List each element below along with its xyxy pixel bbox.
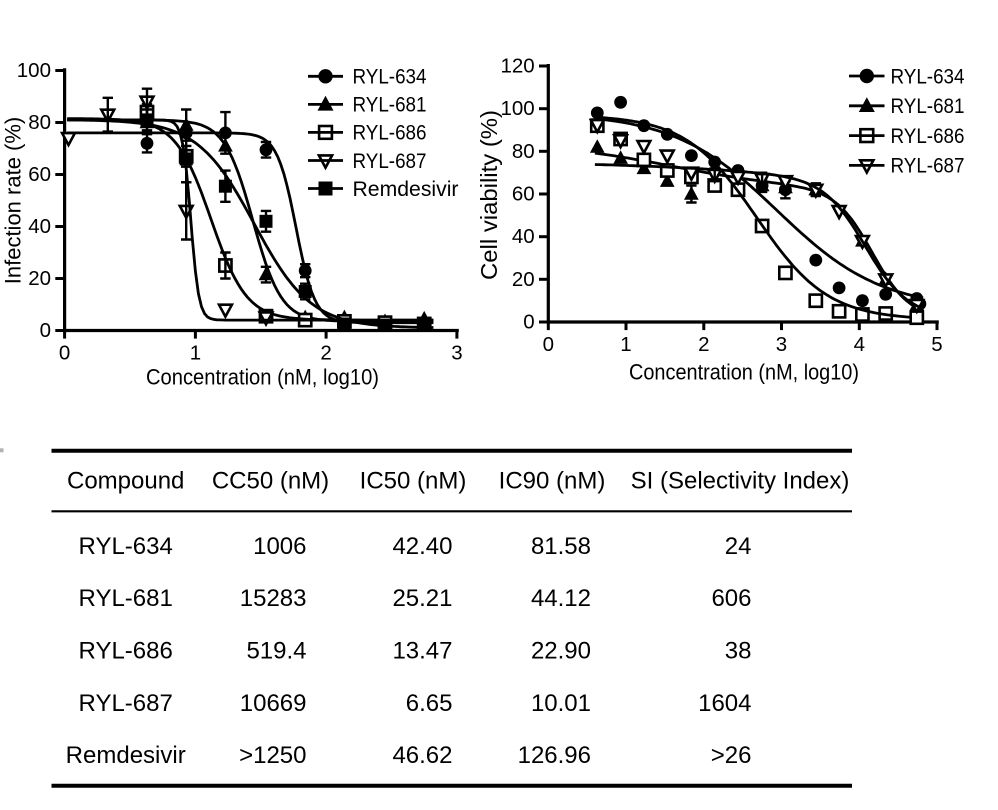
svg-text:4: 4 — [854, 333, 865, 356]
svg-text:IC90 (nM): IC90 (nM) — [499, 467, 606, 494]
svg-text:0: 0 — [40, 319, 51, 342]
svg-text:10669: 10669 — [240, 690, 307, 717]
svg-text:RYL-686: RYL-686 — [353, 122, 427, 145]
svg-text:RYL-687: RYL-687 — [353, 150, 427, 173]
svg-text:2: 2 — [698, 333, 709, 356]
svg-text:Infection rate (%): Infection rate (%) — [1, 117, 26, 285]
svg-text:Remdesivir: Remdesivir — [66, 742, 186, 769]
svg-text:80: 80 — [28, 111, 51, 134]
svg-text:126.96: 126.96 — [518, 742, 591, 769]
svg-text:Concentration (nM, log10): Concentration (nM, log10) — [629, 360, 859, 385]
svg-text:25.21: 25.21 — [392, 585, 452, 612]
svg-text:13.47: 13.47 — [392, 638, 452, 665]
svg-text:3: 3 — [451, 342, 462, 365]
svg-text:IC50 (nM): IC50 (nM) — [360, 467, 467, 494]
svg-text:42.40: 42.40 — [392, 533, 452, 560]
svg-text:Remdesivir: Remdesivir — [353, 178, 459, 201]
svg-text:RYL-686: RYL-686 — [79, 638, 173, 665]
svg-text:RYL-634: RYL-634 — [353, 66, 427, 89]
svg-text:10.01: 10.01 — [531, 690, 591, 717]
svg-text:120: 120 — [500, 55, 534, 78]
svg-text:5: 5 — [931, 333, 942, 356]
svg-text:0: 0 — [59, 342, 70, 365]
svg-text:22.90: 22.90 — [531, 638, 591, 665]
svg-text:3: 3 — [776, 333, 787, 356]
svg-text:20: 20 — [512, 268, 535, 291]
svg-text:0: 0 — [543, 333, 554, 356]
svg-text:CC50 (nM): CC50 (nM) — [212, 467, 329, 494]
svg-text:1006: 1006 — [253, 533, 306, 560]
svg-text:606: 606 — [711, 585, 751, 612]
svg-text:RYL-634: RYL-634 — [79, 533, 173, 560]
svg-text:1: 1 — [190, 342, 201, 365]
svg-text:RYL-681: RYL-681 — [891, 95, 965, 118]
svg-text:RYL-686: RYL-686 — [891, 125, 965, 148]
svg-text:15283: 15283 — [240, 585, 307, 612]
svg-text:SI (Selectivity Index): SI (Selectivity Index) — [631, 467, 850, 494]
svg-text:0: 0 — [523, 311, 534, 334]
svg-text:>26: >26 — [711, 742, 752, 769]
svg-text:>1250: >1250 — [239, 742, 306, 769]
svg-text:46.62: 46.62 — [392, 742, 452, 769]
svg-text:40: 40 — [28, 215, 51, 238]
svg-text:RYL-681: RYL-681 — [353, 94, 427, 117]
svg-text:60: 60 — [512, 183, 535, 206]
svg-text:60: 60 — [28, 163, 51, 186]
svg-text:RYL-687: RYL-687 — [79, 690, 173, 717]
svg-text:81.58: 81.58 — [531, 533, 591, 560]
svg-text:100: 100 — [500, 97, 534, 120]
svg-text:2: 2 — [320, 342, 331, 365]
svg-text:Concentration (nM, log10): Concentration (nM, log10) — [146, 365, 379, 390]
svg-text:38: 38 — [725, 638, 752, 665]
svg-text:RYL-687: RYL-687 — [891, 155, 965, 178]
svg-text:80: 80 — [512, 140, 535, 163]
svg-text:RYL-634: RYL-634 — [891, 65, 965, 88]
svg-text:24: 24 — [725, 533, 752, 560]
svg-text:519.4: 519.4 — [246, 638, 306, 665]
svg-text:40: 40 — [512, 225, 535, 248]
svg-text:100: 100 — [17, 59, 51, 82]
svg-text:20: 20 — [28, 267, 51, 290]
svg-text:Compound: Compound — [67, 467, 184, 494]
svg-text:1: 1 — [620, 333, 631, 356]
svg-text:44.12: 44.12 — [531, 585, 591, 612]
svg-text:6.65: 6.65 — [406, 690, 453, 717]
svg-text:Cell viability (%): Cell viability (%) — [476, 110, 502, 280]
svg-text:RYL-681: RYL-681 — [79, 585, 173, 612]
svg-text:1604: 1604 — [698, 690, 751, 717]
